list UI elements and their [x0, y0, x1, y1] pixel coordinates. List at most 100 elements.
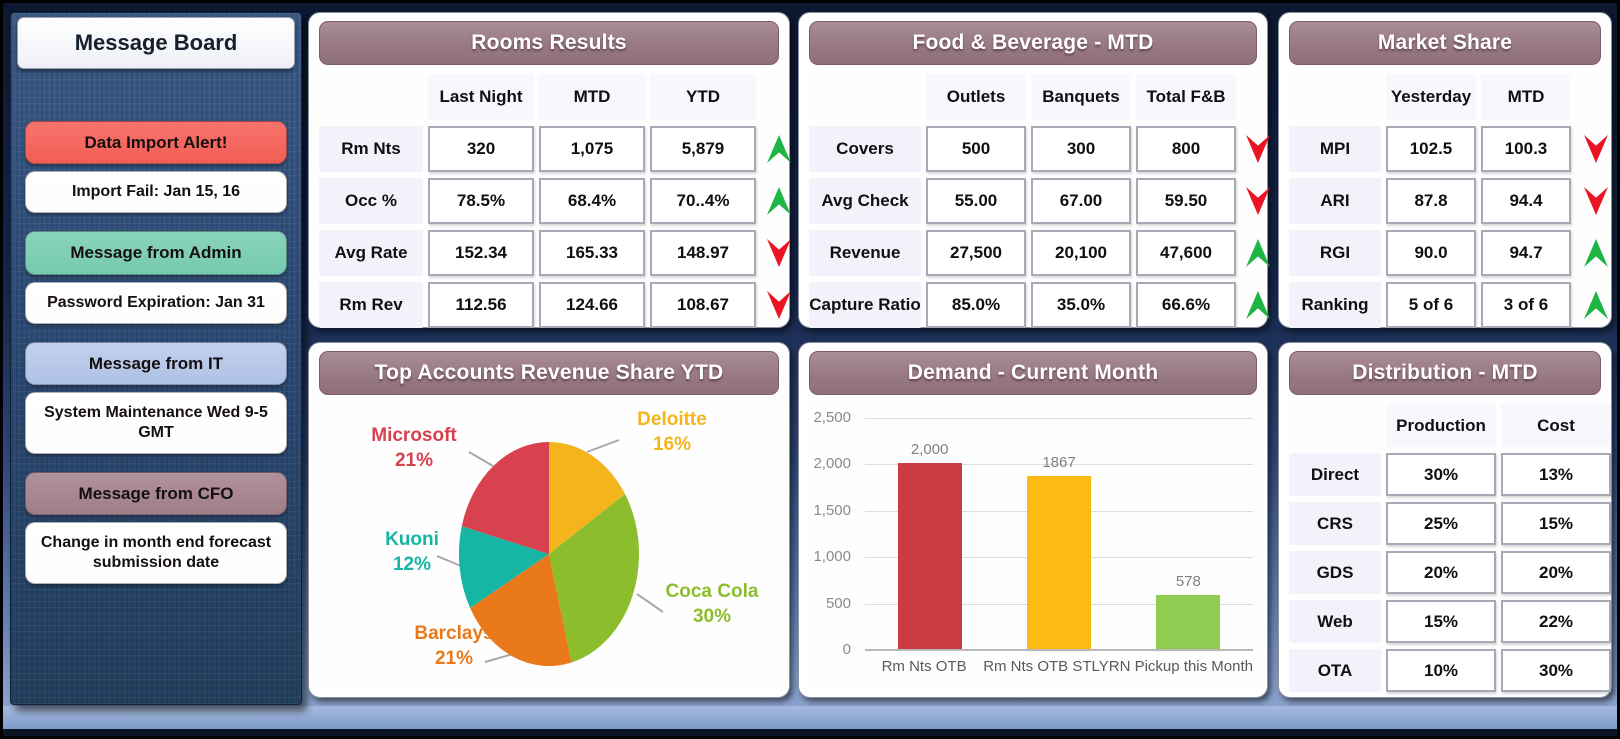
gridline [865, 418, 1253, 419]
value-cell: 67.00 [1031, 178, 1131, 224]
distribution-table: Production Cost Direct 30% 13% CRS 25% 15% GDS 20… [1289, 404, 1611, 692]
y-tick-label: 1,000 [813, 548, 851, 566]
panel-title-top-accounts: Top Accounts Revenue Share YTD [319, 351, 779, 395]
pie-label-deloitte: Deloitte 16% [607, 408, 737, 457]
trend-cell [1576, 178, 1616, 224]
value-cell: 59.50 [1136, 178, 1236, 224]
demand-y-axis: 0 500 1,000 1,500 2,000 2,500 [809, 409, 857, 658]
x-axis-label: Rm Nts OTB [881, 658, 967, 675]
value-cell: 100.3 [1481, 126, 1571, 172]
pie-slice-deloitte [549, 442, 625, 554]
value-cell: 30% [1501, 649, 1611, 692]
value-cell: 152.34 [428, 230, 534, 276]
message-button-system-maintenance[interactable]: System Maintenance Wed 9-5 GMT [25, 391, 287, 454]
message-button-message-from-cfo[interactable]: Message from CFO [25, 471, 287, 515]
pie-label-name: Coca Cola [665, 581, 759, 602]
bar-value-label: 1867 [1042, 453, 1076, 471]
value-cell: 27,500 [926, 230, 1026, 276]
value-cell: 55.00 [926, 178, 1026, 224]
pie-chart-svg [436, 439, 664, 667]
column-header: Last Night [428, 74, 534, 120]
value-cell: 20,100 [1031, 230, 1131, 276]
column-header: Cost [1501, 404, 1611, 447]
arrow-down-icon [1246, 135, 1270, 163]
column-header: YTD [650, 74, 756, 120]
row-label: Rm Rev [319, 282, 423, 328]
arrow-down-icon [1584, 187, 1608, 215]
row-label: MPI [1289, 126, 1381, 172]
row-label: Ranking [1289, 282, 1381, 328]
message-button-password-expiration[interactable]: Password Expiration: Jan 31 [25, 281, 287, 324]
y-tick-label: 0 [842, 641, 851, 658]
arrow-up-icon [1246, 291, 1270, 319]
column-header: MTD [539, 74, 645, 120]
trend-cell [1241, 230, 1275, 276]
value-cell: 94.7 [1481, 230, 1571, 276]
table-corner [1289, 74, 1381, 120]
panel-title-food-beverage: Food & Beverage - MTD [809, 21, 1257, 65]
gridline [865, 649, 1253, 651]
trend-cell [1241, 178, 1275, 224]
value-cell: 85.0% [926, 282, 1026, 328]
value-cell: 70..4% [650, 178, 756, 224]
bar-value-label: 578 [1175, 573, 1201, 591]
message-button-data-import-alert[interactable]: Data Import Alert! [25, 121, 287, 165]
gridline [865, 464, 1253, 466]
message-button-import-fail[interactable]: Import Fail: Jan 15, 16 [25, 171, 287, 214]
value-cell: 13% [1501, 453, 1611, 496]
panel-market-share: Market Share Yesterday MTD MPI 102.5 100.3 AR… [1278, 12, 1612, 328]
value-cell: 87.8 [1386, 178, 1476, 224]
bar-rn-pickup-this-month [1156, 595, 1221, 649]
bar-value-label: 2,000 [910, 441, 949, 459]
column-header: Production [1386, 404, 1496, 447]
pie-label-pct: 16% [652, 433, 692, 455]
row-label: Capture Ratio [809, 282, 921, 328]
trend-cell [1576, 126, 1616, 172]
arrow-up-icon [767, 135, 791, 163]
arrow-down-icon [1584, 135, 1608, 163]
row-label: Avg Rate [319, 230, 423, 276]
value-cell: 90.0 [1386, 230, 1476, 276]
column-header: Yesterday [1386, 74, 1476, 120]
trend-cell [1241, 282, 1275, 328]
column-header: Banquets [1031, 74, 1131, 120]
value-cell: 124.66 [539, 282, 645, 328]
column-header: MTD [1481, 74, 1571, 120]
pie-label-kuoni: Kuoni 12% [347, 528, 477, 577]
value-cell: 15% [1386, 600, 1496, 643]
value-cell: 3 of 6 [1481, 282, 1571, 328]
row-label: Covers [809, 126, 921, 172]
arrow-up-icon [767, 187, 791, 215]
value-cell: 5,879 [650, 126, 756, 172]
value-cell: 78.5% [428, 178, 534, 224]
trend-cell [1576, 282, 1616, 328]
value-cell: 94.4 [1481, 178, 1571, 224]
value-cell: 102.5 [1386, 126, 1476, 172]
value-cell: 15% [1501, 502, 1611, 545]
message-board-sidebar: Message Board Data Import Alert! Import F… [10, 12, 302, 705]
message-button-message-from-it[interactable]: Message from IT [25, 341, 287, 385]
message-button-forecast-change[interactable]: Change in month end forecast submission … [25, 522, 287, 584]
bar-rm-nts-otb-stly [1027, 475, 1091, 649]
message-button-message-from-admin[interactable]: Message from Admin [25, 231, 287, 275]
arrow-down-icon [1246, 187, 1270, 215]
pie-slice-coca-cola [549, 494, 640, 663]
panel-demand: Demand - Current Month 0 500 1,000 1,500 2,0… [798, 342, 1268, 698]
row-label: RGI [1289, 230, 1381, 276]
row-label: Occ % [319, 178, 423, 224]
column-header: Total F&B [1136, 74, 1236, 120]
value-cell: 47,600 [1136, 230, 1236, 276]
pie-slice-kuoni [458, 526, 549, 608]
pie-slice-barclays [470, 554, 572, 667]
rooms-results-table: Last Night MTD YTD Rm Nts 320 1,075 5,879 Occ %… [319, 74, 791, 328]
panel-title-market-share: Market Share [1289, 21, 1601, 65]
row-label: Revenue [809, 230, 921, 276]
table-corner [1289, 404, 1381, 447]
pie-label-barclays: Barclays 21% [389, 622, 519, 671]
trend-cell [761, 230, 797, 276]
value-cell: 800 [1136, 126, 1236, 172]
pie-leader-lines [436, 439, 664, 663]
panel-rooms-results: Rooms Results Last Night MTD YTD Rm Nts 320 1… [308, 12, 791, 328]
value-cell: 500 [926, 126, 1026, 172]
panel-distribution: Distribution - MTD Production Cost Direct 3… [1278, 342, 1612, 698]
